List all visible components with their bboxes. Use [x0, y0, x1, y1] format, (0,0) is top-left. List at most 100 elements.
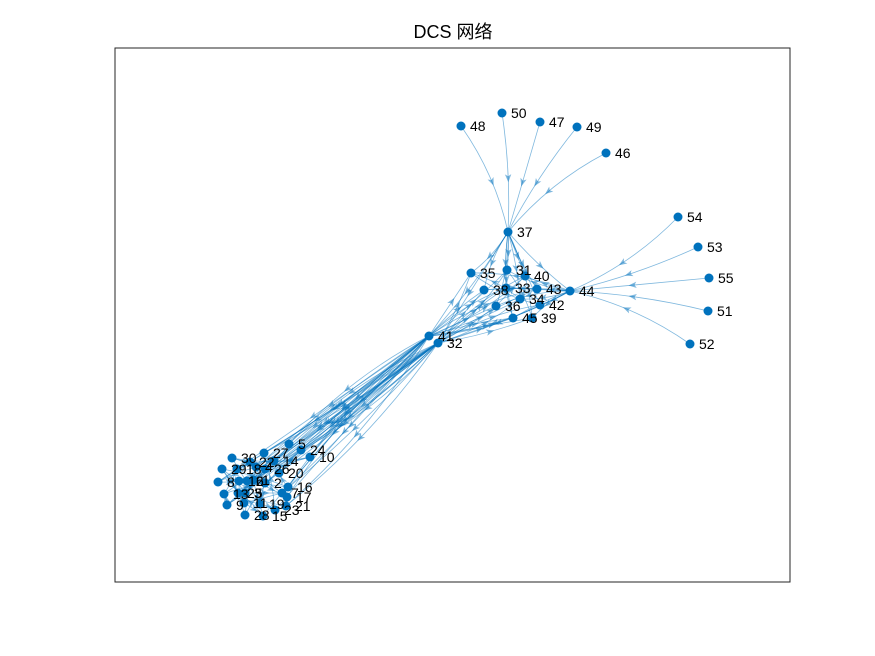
node-4	[251, 462, 261, 472]
edge-arrow-29-11	[230, 482, 238, 491]
node-48	[456, 121, 466, 131]
node-label-42: 42	[549, 297, 565, 313]
node-label-33: 33	[515, 280, 531, 296]
edge-arrow-32-13	[317, 421, 326, 429]
edge-arrow-37-34	[512, 264, 519, 273]
edge-arrow-44-31	[530, 280, 540, 287]
edge-arrow-47-37	[520, 177, 527, 187]
edge-arrow-44-36	[524, 291, 534, 298]
edge-arrow-41-4	[328, 399, 337, 408]
node-label-24: 24	[310, 442, 326, 458]
node-label-54: 54	[687, 209, 703, 225]
edge-32-35	[437, 272, 472, 344]
edge-arrow-44-40	[541, 282, 550, 289]
node-label-51: 51	[717, 303, 733, 319]
edge-32-16	[287, 342, 439, 488]
node-42	[535, 300, 545, 310]
edge-arrow-20-24	[285, 456, 294, 465]
edge-35-42	[470, 272, 541, 306]
node-31	[502, 265, 512, 275]
node-29	[217, 464, 227, 474]
node-14	[269, 456, 279, 466]
node-16	[283, 482, 293, 492]
node-50	[497, 108, 507, 118]
edge-31-39	[506, 269, 533, 319]
labels-layer: 1 234567891011121314151617181920212223242…	[227, 105, 734, 524]
edge-32-45	[437, 317, 514, 344]
node-label-17: 17	[296, 489, 312, 505]
node-32	[433, 338, 443, 348]
node-2	[260, 478, 270, 488]
edge-arrow-55-44	[628, 281, 637, 288]
node-27	[259, 448, 269, 458]
node-label-30: 30	[241, 450, 257, 466]
node-9	[222, 500, 232, 510]
node-47	[535, 117, 545, 127]
edge-32-21	[285, 342, 439, 507]
edge-arrow-52-44	[622, 307, 632, 314]
node-label-9: 9	[236, 497, 244, 513]
node-label-35: 35	[480, 265, 496, 281]
edge-37-44	[507, 231, 571, 292]
edge-32-39	[437, 317, 533, 344]
node-label-45: 45	[522, 310, 538, 326]
node-40	[520, 271, 530, 281]
edge-arrow-49-37	[534, 177, 542, 187]
edge-arrow-19-23	[263, 502, 273, 509]
node-label-21: 21	[295, 498, 311, 514]
node-label-32: 32	[447, 335, 463, 351]
node-label-6: 6	[256, 473, 264, 489]
edge-arrow-54-44	[618, 258, 628, 266]
node-22	[245, 457, 255, 467]
edge-arrow-32-16	[347, 411, 356, 420]
node-label-5: 5	[298, 436, 306, 452]
edge-arrow-44-39	[544, 299, 553, 307]
node-21	[281, 501, 291, 511]
edge-arrow-37-45	[502, 275, 510, 284]
edge-37-45	[505, 231, 514, 319]
node-label-36: 36	[505, 298, 521, 314]
edge-arrow-32-5	[348, 387, 357, 395]
edge-arrow-1-17	[266, 484, 276, 492]
node-18	[232, 464, 242, 474]
node-label-29: 29	[231, 461, 247, 477]
node-label-25: 25	[247, 485, 263, 501]
edge-50-37	[501, 112, 510, 233]
edge-arrow-2-19	[259, 489, 266, 499]
node-label-28: 28	[254, 507, 270, 523]
edge-32-33	[437, 287, 507, 344]
node-label-41: 41	[438, 328, 454, 344]
edge-arrow-37-32	[467, 287, 475, 297]
node-34	[515, 294, 525, 304]
node-52	[685, 339, 695, 349]
edge-53-44	[569, 246, 699, 292]
edge-arrow-16-20	[280, 476, 288, 485]
node-label-1: 1	[262, 472, 270, 488]
edge-arrow-41-5	[344, 384, 353, 392]
edge-arrow-32-21	[357, 432, 366, 441]
edge-arrow-8-12	[225, 479, 234, 486]
edge-32-24	[300, 342, 439, 451]
edge-41-24	[300, 335, 430, 451]
edge-arrow-37-38	[490, 257, 497, 267]
axes-box	[114, 47, 791, 583]
node-label-10: 10	[319, 449, 335, 465]
edge-52-44	[569, 290, 691, 345]
node-45	[508, 313, 518, 323]
edge-arrow-41-40	[479, 305, 489, 313]
edge-arrow-41-7	[348, 419, 357, 428]
edge-arrow-34-35	[490, 280, 500, 287]
node-33	[501, 283, 511, 293]
edge-arrow-10-30	[263, 458, 272, 465]
node-label-34: 34	[529, 291, 545, 307]
node-label-48: 48	[470, 118, 486, 134]
node-label-26: 26	[274, 461, 290, 477]
node-label-3: 3	[254, 485, 262, 501]
edge-arrow-41-14	[340, 399, 349, 408]
node-label-31: 31	[516, 262, 532, 278]
node-24	[296, 445, 306, 455]
node-label-13: 13	[233, 486, 249, 502]
edge-arrow-32-40	[477, 299, 486, 307]
edge-arrow-32-43	[486, 308, 495, 316]
node-36	[491, 301, 501, 311]
